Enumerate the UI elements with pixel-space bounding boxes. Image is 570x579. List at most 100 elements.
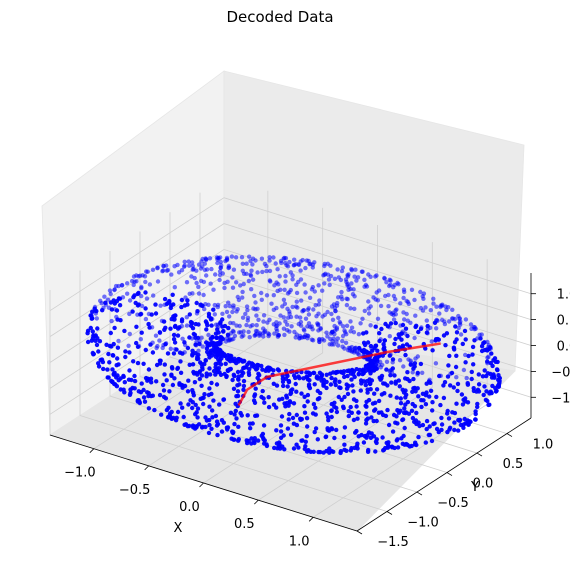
data-point: [362, 440, 366, 444]
data-point: [447, 416, 451, 420]
data-point: [278, 274, 282, 278]
data-point: [104, 343, 108, 347]
data-point: [346, 392, 350, 396]
data-point: [140, 331, 144, 335]
data-point: [237, 330, 241, 334]
x-tick: [145, 466, 149, 470]
data-point: [331, 330, 335, 334]
data-point: [360, 270, 364, 274]
x-tick: [90, 449, 94, 453]
data-point: [175, 367, 179, 371]
data-point: [413, 325, 417, 329]
data-point: [268, 278, 272, 282]
data-point: [241, 269, 245, 273]
data-point: [306, 399, 310, 403]
data-point: [122, 329, 126, 333]
data-point: [334, 428, 338, 432]
data-point: [215, 349, 219, 353]
data-point: [437, 311, 441, 315]
data-point: [144, 348, 148, 352]
data-point: [283, 274, 287, 278]
data-point: [271, 255, 275, 259]
data-point: [454, 365, 458, 369]
data-point: [480, 344, 484, 348]
data-point: [281, 380, 285, 384]
data-point: [180, 351, 184, 355]
data-point: [319, 379, 323, 383]
data-point: [371, 401, 375, 405]
data-point: [377, 399, 381, 403]
data-point: [325, 310, 329, 314]
data-point: [209, 317, 213, 321]
data-point: [326, 415, 330, 419]
data-point: [447, 319, 451, 323]
data-point: [136, 274, 140, 278]
data-point: [384, 280, 388, 284]
data-point: [488, 372, 492, 376]
data-point: [446, 363, 450, 367]
data-point: [188, 292, 192, 296]
data-point: [364, 411, 368, 415]
data-point: [497, 382, 501, 386]
data-point: [490, 384, 494, 388]
data-point: [276, 367, 280, 371]
data-point: [110, 307, 114, 311]
data-point: [131, 359, 135, 363]
data-point: [211, 288, 215, 292]
data-point: [162, 372, 166, 376]
data-point: [247, 279, 251, 283]
data-point: [318, 450, 322, 454]
data-point: [341, 324, 345, 328]
data-point: [352, 307, 356, 311]
data-point: [246, 330, 250, 334]
data-point: [322, 273, 326, 277]
data-point: [312, 371, 316, 375]
data-point: [336, 295, 340, 299]
data-point: [297, 263, 301, 267]
data-point: [350, 411, 354, 415]
data-point: [218, 273, 222, 277]
data-point: [325, 334, 329, 338]
data-point: [154, 379, 158, 383]
data-point: [194, 281, 198, 285]
data-point: [267, 395, 271, 399]
data-point: [324, 435, 328, 439]
data-point: [172, 376, 176, 380]
data-point: [173, 340, 177, 344]
data-point: [465, 376, 469, 380]
data-point: [297, 376, 301, 380]
data-point: [246, 413, 250, 417]
data-point: [236, 425, 240, 429]
data-point: [193, 343, 197, 347]
data-point: [328, 283, 332, 287]
data-point: [430, 408, 434, 412]
data-point: [219, 362, 223, 366]
data-point: [191, 268, 195, 272]
data-point: [485, 399, 489, 403]
data-point: [455, 389, 459, 393]
data-point: [252, 394, 256, 398]
data-point: [254, 387, 258, 391]
data-point: [287, 412, 291, 416]
data-point: [429, 308, 433, 312]
data-point: [149, 394, 153, 398]
data-point: [231, 286, 235, 290]
data-point: [238, 283, 242, 287]
data-point: [394, 414, 398, 418]
data-point: [401, 296, 405, 300]
data-point: [345, 382, 349, 386]
data-point: [133, 386, 137, 390]
data-point: [294, 390, 298, 394]
data-point: [197, 291, 201, 295]
data-point: [200, 304, 204, 308]
data-point: [219, 266, 223, 270]
y-tick: [387, 512, 392, 515]
data-point: [154, 311, 158, 315]
data-point: [277, 397, 281, 401]
data-point: [211, 308, 215, 312]
data-point: [231, 321, 235, 325]
data-point: [395, 281, 399, 285]
data-point: [158, 393, 162, 397]
data-point: [162, 388, 166, 392]
data-point: [169, 272, 173, 276]
